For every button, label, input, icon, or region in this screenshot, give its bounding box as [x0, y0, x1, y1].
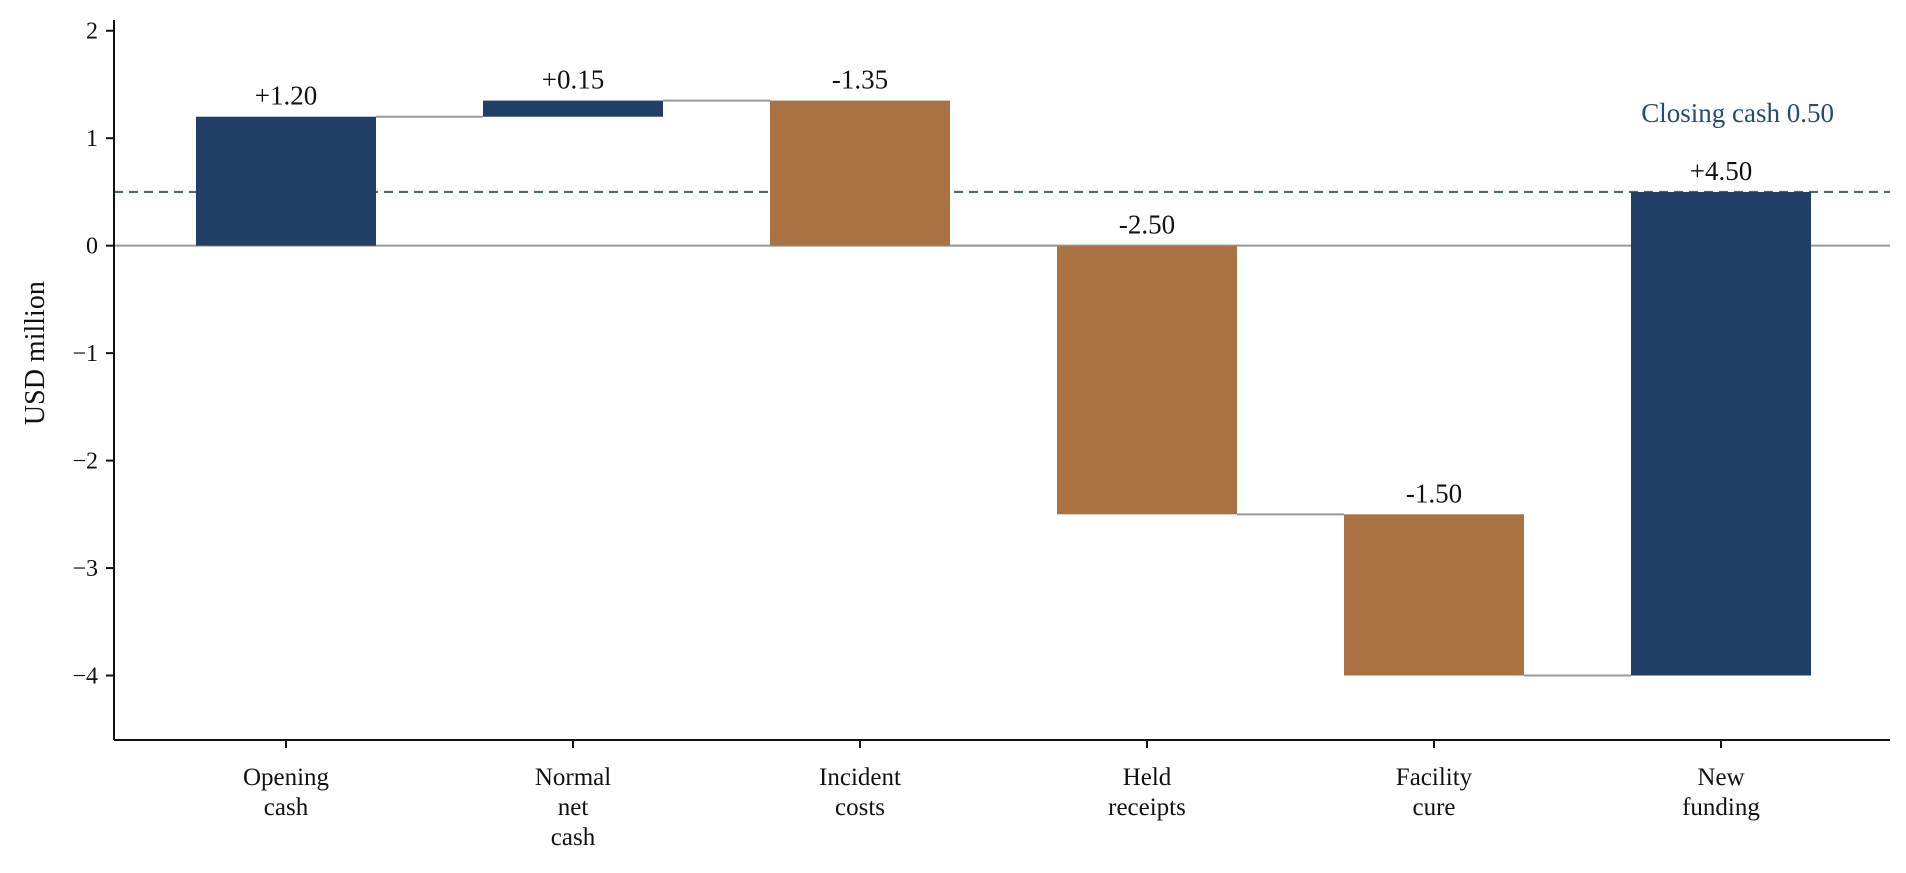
x-tick-label: Facility cure	[1396, 764, 1473, 821]
bar-5	[1344, 514, 1524, 676]
x-tick-label: Normal net cash	[535, 764, 611, 851]
value-label-3: -1.35	[832, 65, 888, 95]
bar-4	[1057, 245, 1237, 515]
y-tick-label: 2	[86, 19, 98, 45]
bar-1	[196, 116, 376, 246]
x-tick-label: Incident costs	[819, 764, 901, 821]
y-ticks-layer: 2 1 0 −1 −2 −3 −4	[72, 19, 114, 690]
bar-3	[770, 100, 950, 246]
x-tick-label: Held receipts	[1108, 764, 1186, 821]
bar-6	[1631, 191, 1811, 676]
y-tick-label: −2	[72, 449, 98, 475]
closing-cash-label: Closing cash 0.50	[1641, 98, 1834, 128]
bar-2	[483, 100, 663, 117]
value-labels-layer: +1.20 +0.15 -1.35 -2.50 -1.50 +4.50	[255, 65, 1752, 509]
x-tick-label: New funding	[1682, 764, 1760, 821]
y-tick-label: −3	[72, 556, 98, 582]
bars-layer	[196, 100, 1811, 676]
y-tick-label: −1	[72, 341, 98, 367]
y-tick-label: −4	[72, 664, 98, 690]
value-label-6: +4.50	[1690, 156, 1752, 186]
axes-layer	[113, 20, 1890, 741]
y-axis-title: USD million	[20, 281, 51, 425]
x-ticks-layer: Opening cash Normal net cash Incident costs Hel…	[243, 740, 1760, 851]
value-label-4: -2.50	[1119, 210, 1175, 240]
value-label-1: +1.20	[255, 81, 317, 111]
x-tick-label: Opening cash	[243, 764, 330, 821]
value-label-2: +0.15	[542, 65, 604, 95]
connectors-layer	[376, 99, 1631, 677]
y-tick-label: 0	[86, 234, 98, 260]
value-label-5: -1.50	[1406, 478, 1462, 508]
y-tick-label: 1	[86, 126, 98, 152]
